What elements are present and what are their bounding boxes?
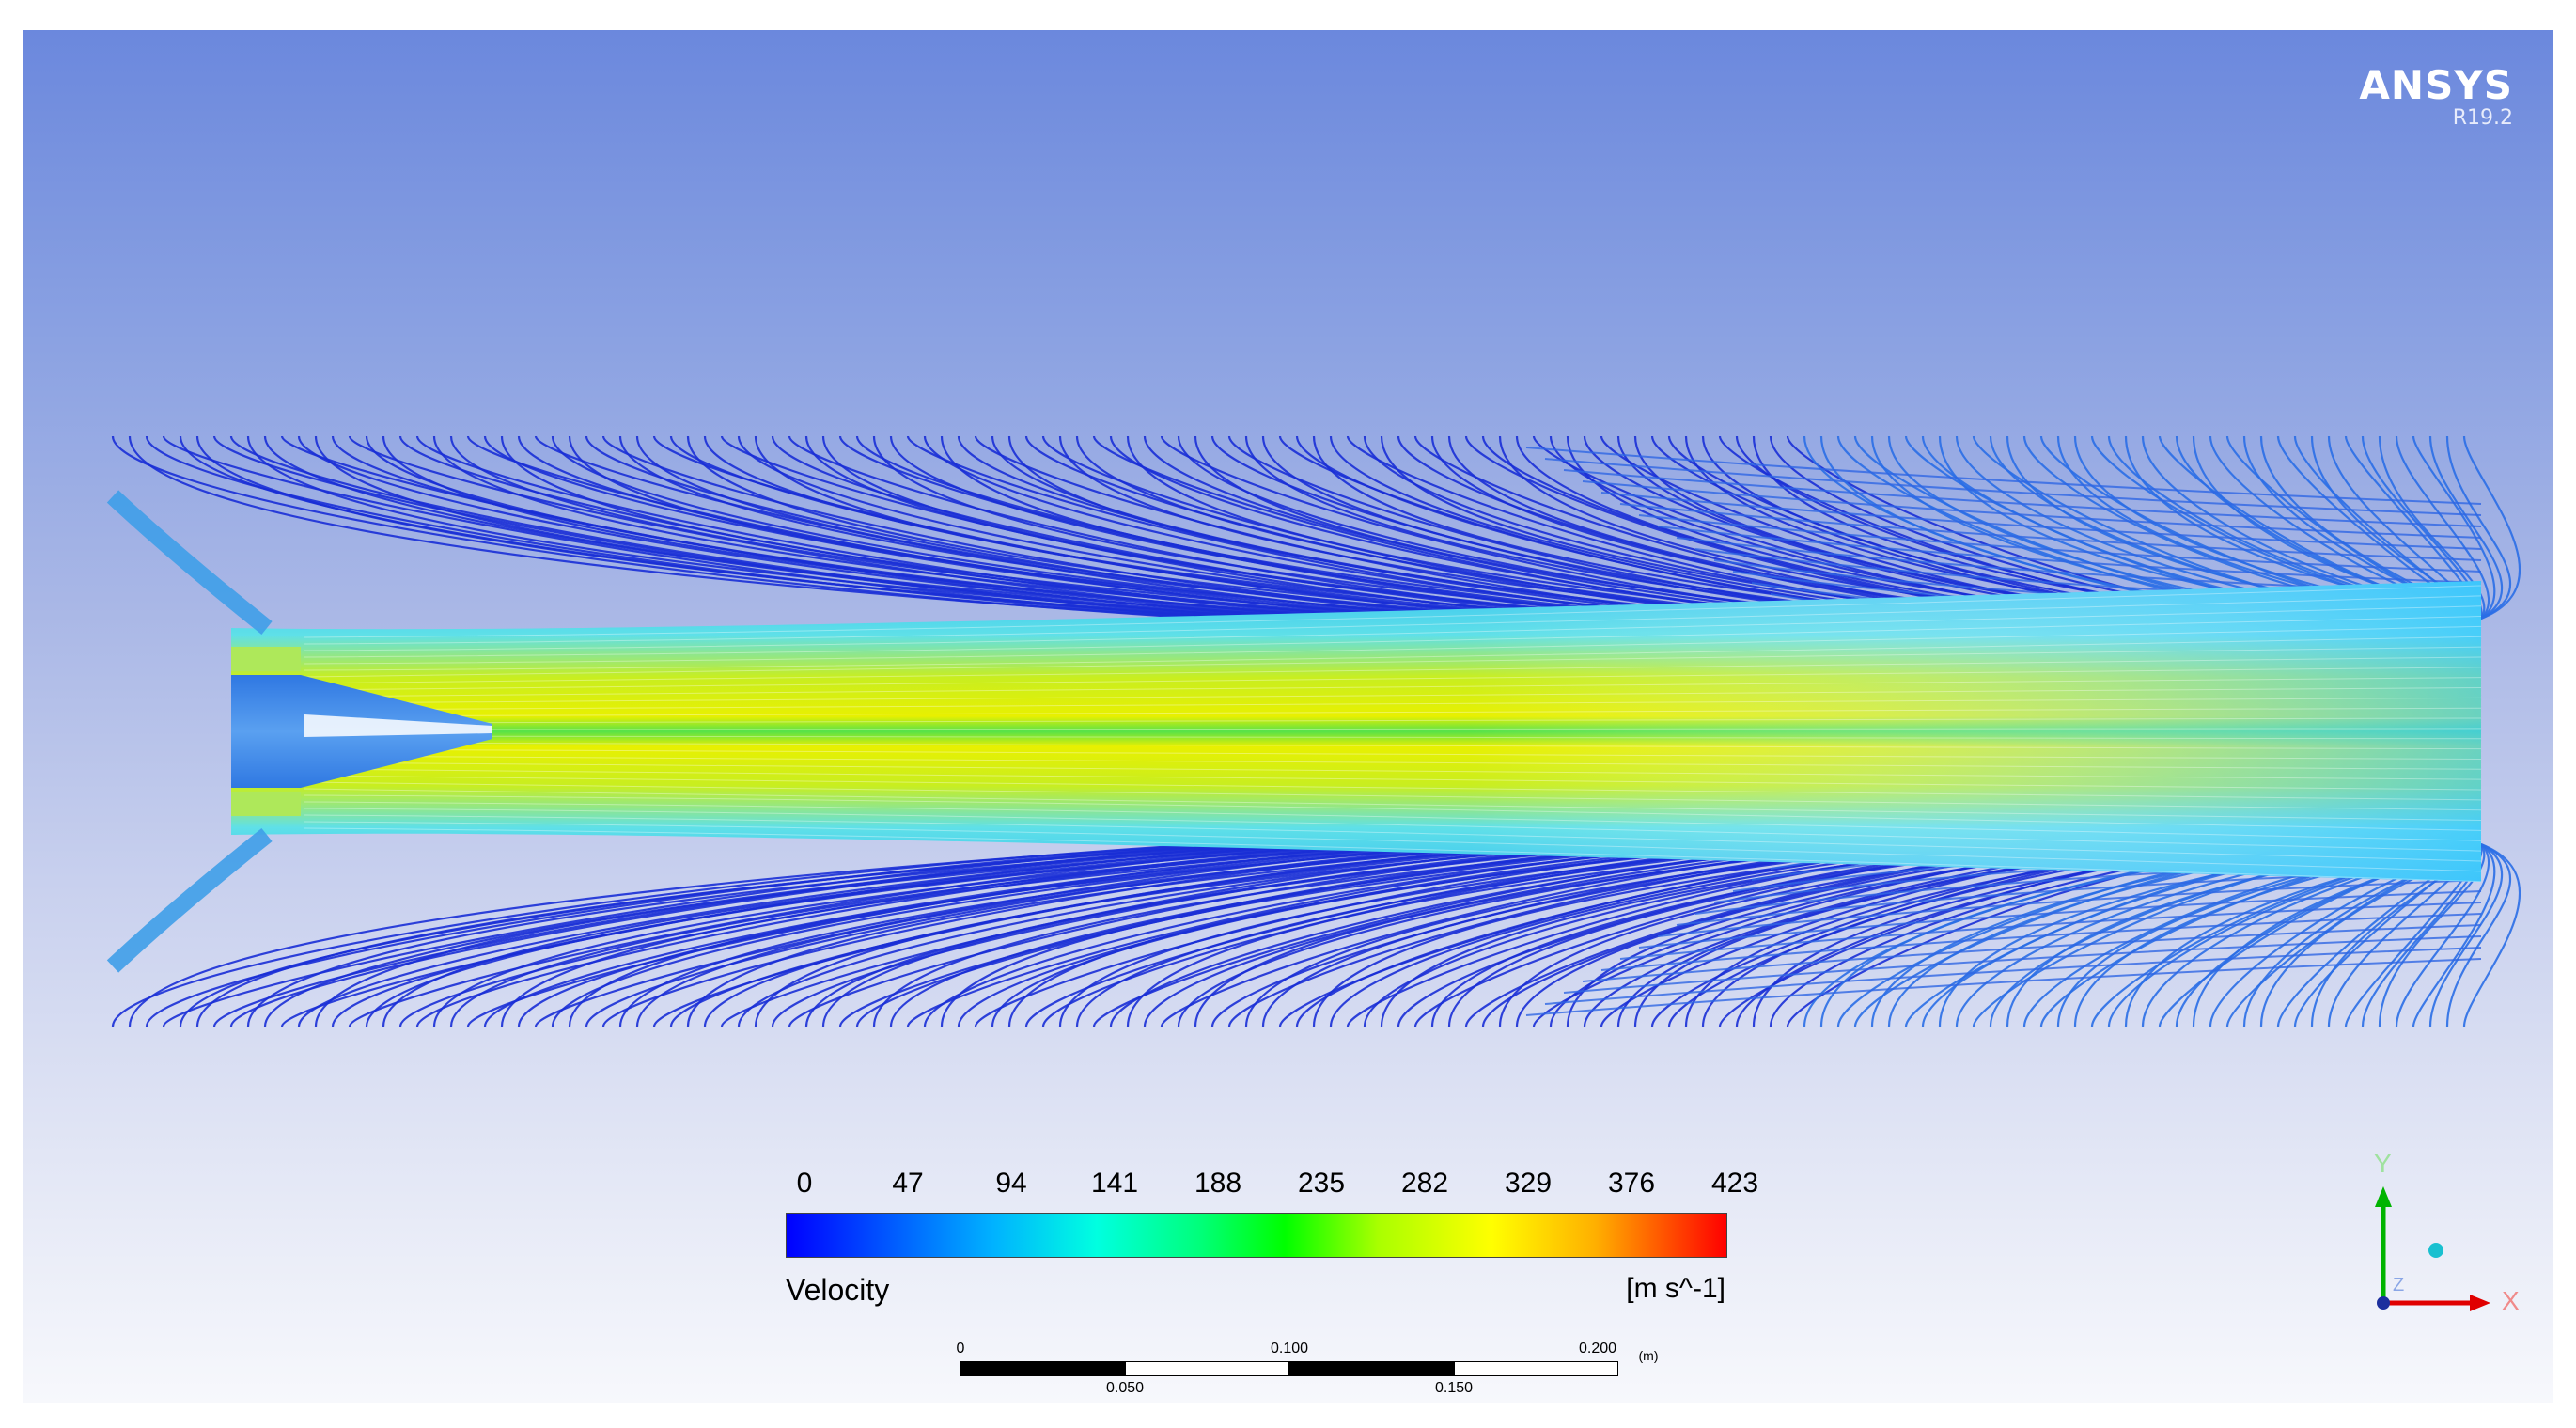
axis-label-z: Z xyxy=(2393,1275,2405,1295)
brand-name: ANSYS xyxy=(2359,62,2513,108)
axis-label-x: X xyxy=(2502,1286,2520,1315)
axis-triad: Y X Z xyxy=(2350,1149,2537,1315)
render-viewport[interactable]: ANSYS R19.2 xyxy=(23,30,2553,1403)
legend-unit: [m s^-1] xyxy=(1626,1273,1725,1304)
legend-tick: 376 xyxy=(1607,1168,1656,1199)
legend-tick: 282 xyxy=(1400,1168,1449,1199)
color-legend: 0 47 94 141 188 235 282 329 376 423 Velo… xyxy=(786,1168,1819,1356)
legend-tick: 0 xyxy=(796,1168,813,1199)
scale-segment-light xyxy=(1125,1361,1289,1376)
brand-logo: ANSYS R19.2 xyxy=(2359,64,2513,130)
legend-title: Velocity xyxy=(786,1273,890,1307)
length-scale-bar: 0 0.100 0.200 (m) 0.050 0.150 xyxy=(957,1341,1659,1396)
legend-tick: 94 xyxy=(995,1168,1027,1199)
streamline-plot xyxy=(106,435,2521,1028)
axis-triad-icon xyxy=(2375,1186,2490,1311)
brand-version: R19.2 xyxy=(2452,106,2513,130)
scale-segment-light xyxy=(1454,1361,1618,1376)
scale-label: 0.100 xyxy=(1270,1341,1309,1357)
scale-label: 0 xyxy=(956,1341,965,1357)
legend-tick: 141 xyxy=(1090,1168,1139,1199)
scale-unit: (m) xyxy=(1638,1348,1659,1363)
scale-label: 0.200 xyxy=(1578,1341,1617,1357)
legend-tick: 329 xyxy=(1504,1168,1553,1199)
axis-label-y: Y xyxy=(2374,1149,2392,1178)
scale-label: 0.150 xyxy=(1434,1380,1474,1396)
scale-label: 0.050 xyxy=(1105,1380,1145,1396)
scale-segment-dark xyxy=(1289,1361,1454,1376)
velocity-colorbar xyxy=(786,1213,1727,1258)
legend-tick: 47 xyxy=(892,1168,924,1199)
legend-tick: 235 xyxy=(1297,1168,1346,1199)
legend-tick: 423 xyxy=(1710,1168,1759,1199)
legend-tick: 188 xyxy=(1194,1168,1242,1199)
scale-segment-dark xyxy=(960,1361,1125,1376)
